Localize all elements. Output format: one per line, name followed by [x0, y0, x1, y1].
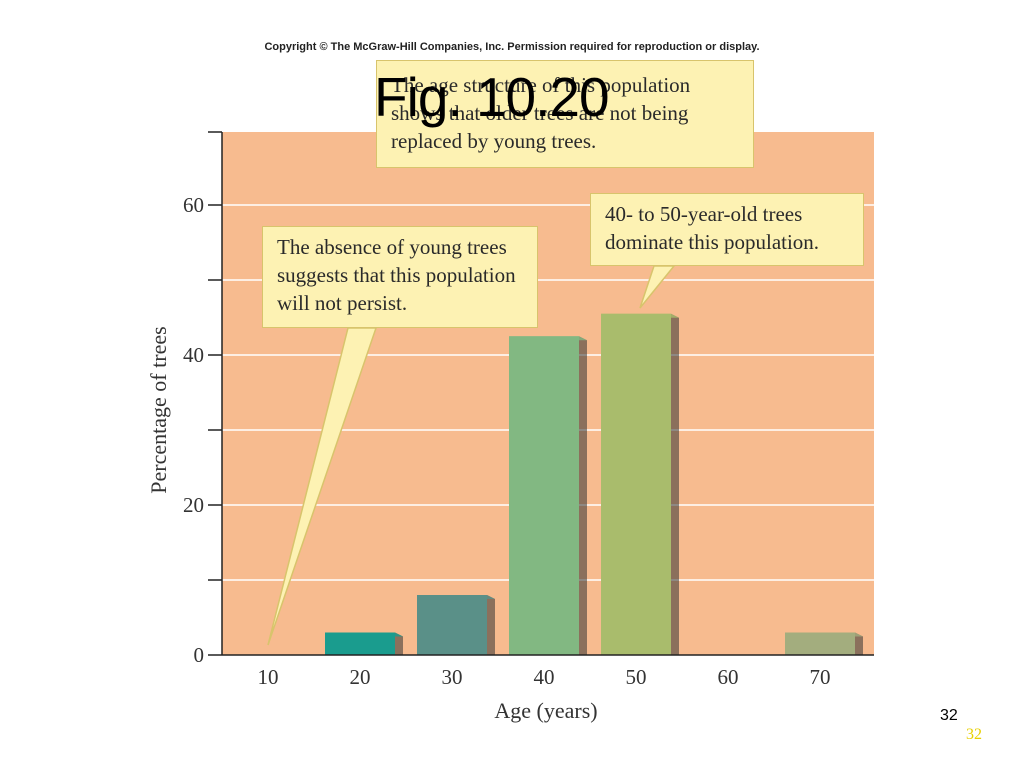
- tick-labels: 0 20 40 60 10 20 30 40 50 60 70: [183, 193, 831, 689]
- y-axis-label: Percentage of trees: [146, 326, 171, 493]
- axes: [208, 131, 874, 656]
- bars: [325, 313, 863, 655]
- bar-side-30: [487, 595, 495, 655]
- bar-20: [325, 632, 403, 655]
- bar-side-70: [855, 632, 863, 655]
- x-tick-label-70: 70: [810, 665, 831, 689]
- x-tick-label-60: 60: [718, 665, 739, 689]
- callout-age-structure: The age structure of this population sho…: [376, 60, 754, 168]
- x-tick-label-50: 50: [626, 665, 647, 689]
- figure-title: Fig. 10.20: [374, 66, 610, 128]
- bar-side-40: [579, 336, 587, 655]
- bar-face-40: [509, 336, 579, 655]
- slide-number: 32: [940, 707, 958, 724]
- copyright-notice: Copyright © The McGraw-Hill Companies, I…: [264, 41, 760, 53]
- callout-absence-young-trees: The absence of young trees suggests that…: [262, 226, 538, 328]
- bar-40: [509, 336, 587, 655]
- y-tick-label-20: 20: [183, 493, 204, 517]
- y-tick-label-60: 60: [183, 193, 204, 217]
- bar-face-30: [417, 595, 487, 655]
- bar-70: [785, 632, 863, 655]
- x-tick-label-10: 10: [258, 665, 279, 689]
- bar-30: [417, 595, 495, 655]
- x-tick-label-30: 30: [442, 665, 463, 689]
- bar-face-70: [785, 632, 855, 655]
- slide-number-secondary: 32: [966, 726, 982, 743]
- bar-side-50: [671, 313, 679, 655]
- bar-side-20: [395, 632, 403, 655]
- callout-pointer-right: [639, 265, 676, 309]
- callout-dominant-age: 40- to 50-year-old trees dominate this p…: [590, 193, 864, 266]
- x-axis-label: Age (years): [494, 698, 597, 723]
- y-tick-label-0: 0: [194, 643, 205, 667]
- x-tick-label-40: 40: [534, 665, 555, 689]
- bar-face-20: [325, 632, 395, 655]
- bar-face-50: [601, 313, 671, 655]
- y-tick-label-40: 40: [183, 343, 204, 367]
- bar-50: [601, 313, 679, 655]
- callout-pointer-left: [267, 327, 378, 646]
- x-tick-label-20: 20: [350, 665, 371, 689]
